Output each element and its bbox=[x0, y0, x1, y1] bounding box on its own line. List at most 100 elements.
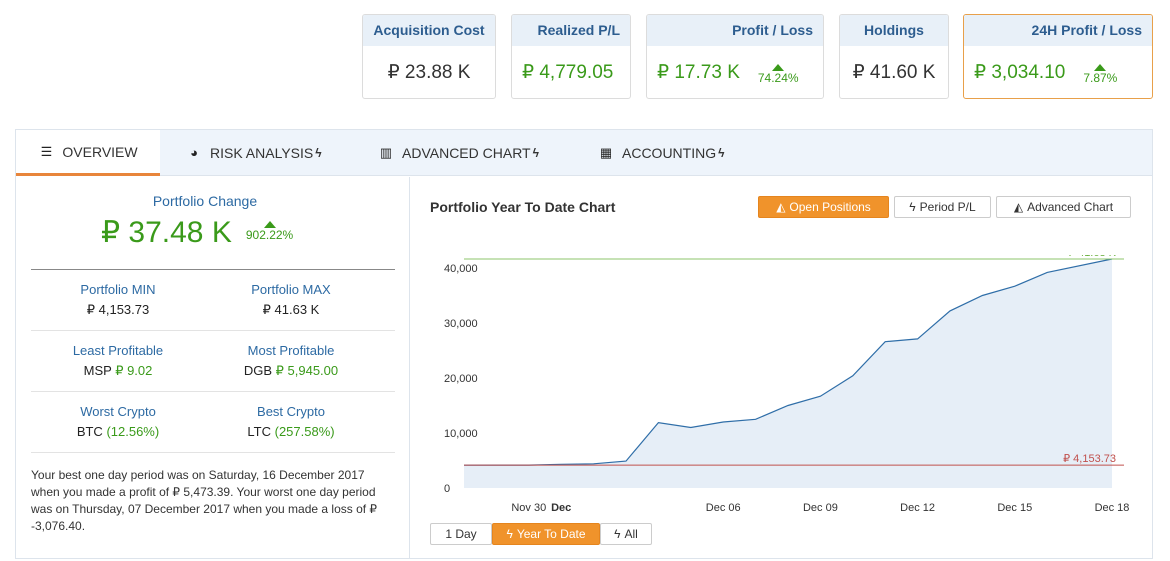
stat-value: (257.58%) bbox=[274, 424, 335, 439]
stat-label: Most Profitable bbox=[247, 343, 335, 358]
button-label: All bbox=[624, 527, 638, 541]
stat-value: ₽ 4,153.73 bbox=[86, 302, 150, 317]
period-pl-button[interactable]: ϟ Period P/L bbox=[894, 196, 991, 218]
advanced-chart-button[interactable]: ◭ Advanced Chart bbox=[996, 196, 1131, 218]
portfolio-chart: ₽ 41.63 K ₽ 4,153.73 0 10,000 20,000 30,000 40… bbox=[444, 255, 1130, 514]
card-value: ₽ 4,779.05 bbox=[522, 61, 614, 83]
button-label: Period P/L bbox=[919, 200, 976, 214]
bolt-icon: ϟ bbox=[532, 146, 539, 160]
acquisition-cost-card: Acquisition Cost ₽ 23.88 K bbox=[362, 14, 496, 99]
bolt-icon: ϟ bbox=[315, 146, 322, 160]
profit-loss-card: Profit / Loss ₽ 17.73 K 74.24% bbox=[646, 14, 824, 99]
card-title: Holdings bbox=[840, 15, 948, 46]
range-year-to-date-button[interactable]: ϟ Year To Date bbox=[492, 523, 600, 545]
least-profitable: Least Profitable MSP ₽ 9.02 bbox=[33, 343, 203, 379]
portfolio-change-label: Portfolio Change bbox=[152, 193, 258, 209]
range-1-day-button[interactable]: 1 Day bbox=[430, 523, 492, 545]
tab-label: ADVANCED CHART bbox=[402, 145, 531, 161]
coin-symbol: MSP bbox=[83, 363, 112, 378]
y-tick-label: 20,000 bbox=[444, 373, 478, 385]
card-title: Acquisition Cost bbox=[363, 15, 495, 46]
x-tick-label: Dec 12 bbox=[900, 502, 935, 514]
x-tick-label: Dec 15 bbox=[997, 502, 1032, 514]
bolt-icon: ϟ bbox=[909, 200, 916, 214]
divider bbox=[31, 269, 395, 270]
portfolio-change-value: ₽ 37.48 K bbox=[101, 216, 232, 249]
button-label: Open Positions bbox=[789, 200, 871, 214]
range-all-button[interactable]: ϟ All bbox=[600, 523, 652, 545]
tab-risk-analysis[interactable]: ◕ RISK ANALYSIS ϟ bbox=[182, 130, 326, 176]
bolt-icon: ϟ bbox=[506, 527, 513, 541]
tab-advanced-chart[interactable]: ▥ ADVANCED CHART ϟ bbox=[374, 130, 543, 176]
tab-label: ACCOUNTING bbox=[622, 145, 717, 161]
tab-bar: ☰ OVERVIEW ◕ RISK ANALYSIS ϟ ▥ ADVANCED … bbox=[16, 130, 1152, 176]
coin-symbol: LTC bbox=[247, 424, 271, 439]
y-tick-label: 30,000 bbox=[444, 318, 478, 330]
coin-symbol: DGB bbox=[243, 363, 273, 378]
card-value: ₽ 17.73 K bbox=[657, 61, 740, 83]
tab-label: OVERVIEW bbox=[62, 143, 138, 160]
stat-label: Portfolio MAX bbox=[251, 282, 331, 297]
x-tick-label: Dec 06 bbox=[706, 502, 741, 514]
stat-label: Least Profitable bbox=[72, 343, 164, 358]
portfolio-min: Portfolio MIN ₽ 4,153.73 bbox=[33, 282, 203, 318]
area-chart-icon: ◭ bbox=[776, 200, 786, 214]
card-percent: 7.87% bbox=[1083, 70, 1118, 85]
stat-label: Portfolio MIN bbox=[80, 282, 156, 297]
chart-series-line bbox=[463, 258, 1113, 466]
best-crypto: Best Crypto LTC (257.58%) bbox=[206, 404, 376, 439]
button-label: 1 Day bbox=[445, 527, 477, 541]
open-positions-button[interactable]: ◭ Open Positions bbox=[758, 196, 889, 218]
tab-overview[interactable]: ☰ OVERVIEW bbox=[16, 130, 160, 176]
button-label: Year To Date bbox=[516, 527, 586, 541]
stat-value: ₽ 41.63 K bbox=[262, 302, 320, 317]
tab-accounting[interactable]: ▦ ACCOUNTING ϟ bbox=[594, 130, 728, 176]
overview-sidebar: Portfolio Change ₽ 37.48 K 902.22% Portf… bbox=[16, 177, 410, 558]
list-icon: ☰ bbox=[40, 143, 53, 159]
y-tick-label: 0 bbox=[444, 483, 450, 495]
stat-value: ₽ 5,945.00 bbox=[275, 363, 339, 378]
bar-chart-icon: ▥ bbox=[379, 145, 393, 160]
portfolio-change-percent: 902.22% bbox=[245, 228, 294, 242]
divider bbox=[31, 330, 395, 331]
card-title: Profit / Loss bbox=[647, 15, 823, 46]
holdings-card: Holdings ₽ 41.60 K bbox=[839, 14, 949, 99]
card-percent: 74.24% bbox=[757, 70, 799, 85]
stat-label: Worst Crypto bbox=[80, 404, 156, 419]
divider bbox=[31, 391, 395, 392]
x-tick-label: Dec 09 bbox=[803, 502, 838, 514]
24h-profit-loss-card: 24H Profit / Loss ₽ 3,034.10 7.87% bbox=[963, 14, 1153, 99]
tab-label: RISK ANALYSIS bbox=[210, 145, 314, 161]
x-tick-label: Nov 30 bbox=[511, 502, 546, 514]
period-summary: Your best one day period was on Saturday… bbox=[31, 468, 378, 533]
realized-pl-card: Realized P/L ₽ 4,779.05 bbox=[511, 14, 631, 99]
card-value: ₽ 3,034.10 bbox=[974, 61, 1066, 83]
area-chart-icon: ◭ bbox=[1013, 200, 1024, 214]
arrow-up-icon bbox=[772, 63, 785, 71]
card-title: Realized P/L bbox=[512, 15, 630, 46]
chart-area-fill bbox=[464, 259, 1112, 488]
arrow-up-icon bbox=[263, 221, 276, 228]
most-profitable: Most Profitable DGB ₽ 5,945.00 bbox=[206, 343, 376, 379]
bolt-icon: ϟ bbox=[614, 527, 621, 541]
stat-value: (12.56%) bbox=[106, 424, 160, 439]
pie-chart-icon: ◕ bbox=[190, 145, 198, 160]
card-value: ₽ 23.88 K bbox=[387, 61, 471, 83]
chart-title: Portfolio Year To Date Chart bbox=[430, 199, 616, 215]
stat-value: ₽ 9.02 bbox=[115, 363, 153, 378]
y-tick-label: 10,000 bbox=[444, 428, 478, 440]
divider bbox=[31, 452, 395, 453]
x-tick-label: Dec bbox=[551, 502, 571, 514]
calculator-icon: ▦ bbox=[599, 145, 613, 160]
button-label: Advanced Chart bbox=[1027, 200, 1114, 214]
x-tick-label: Dec 18 bbox=[1095, 502, 1130, 514]
coin-symbol: BTC bbox=[76, 424, 103, 439]
card-value: ₽ 41.60 K bbox=[852, 61, 936, 83]
arrow-up-icon bbox=[1094, 63, 1107, 71]
worst-crypto: Worst Crypto BTC (12.56%) bbox=[33, 404, 203, 439]
y-tick-label: 40,000 bbox=[444, 263, 478, 275]
bolt-icon: ϟ bbox=[718, 146, 725, 160]
max-reference-label: ₽ 41.63 K bbox=[1068, 255, 1117, 259]
min-reference-label: ₽ 4,153.73 bbox=[1063, 453, 1116, 465]
stat-label: Best Crypto bbox=[257, 404, 325, 419]
